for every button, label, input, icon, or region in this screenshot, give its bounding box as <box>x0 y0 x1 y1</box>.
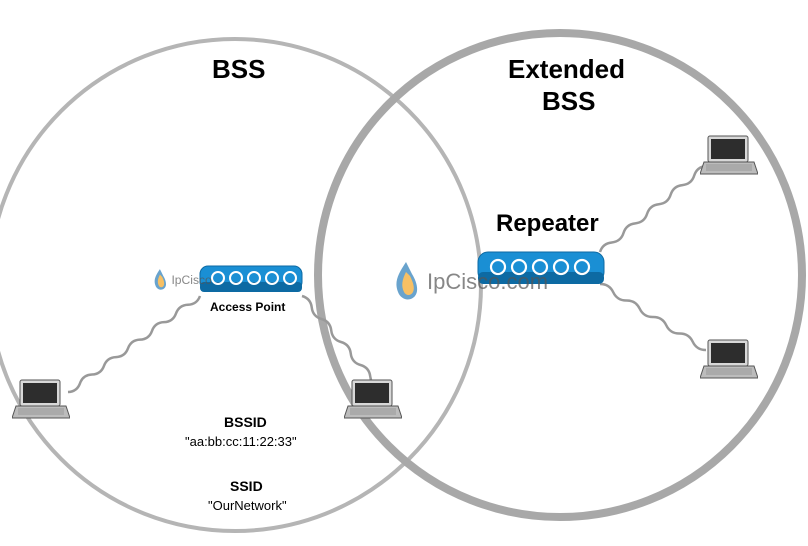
bssid-value: "aa:bb:cc:11:22:33" <box>185 434 297 449</box>
ssid-value: "OurNetwork" <box>208 498 287 513</box>
bssid-label: BSSID <box>224 414 267 430</box>
flame-icon <box>388 260 424 304</box>
watermark-text: IpCisco <box>171 273 211 287</box>
flame-icon <box>150 268 170 292</box>
laptop-bot-right <box>700 338 758 385</box>
extended-title-2: BSS <box>542 86 595 117</box>
laptop-mid <box>344 378 402 425</box>
laptop-left <box>12 378 70 425</box>
repeater-title: Repeater <box>496 210 599 238</box>
bss-title: BSS <box>212 54 265 85</box>
watermark-text: IpCisco.com <box>427 269 548 295</box>
ssid-label: SSID <box>230 478 263 494</box>
watermark-small: IpCisco <box>150 268 212 292</box>
extended-title-1: Extended <box>508 54 625 85</box>
watermark-large: IpCisco.com <box>388 260 548 304</box>
access-point-device <box>198 260 304 305</box>
laptop-top-right <box>700 134 758 181</box>
